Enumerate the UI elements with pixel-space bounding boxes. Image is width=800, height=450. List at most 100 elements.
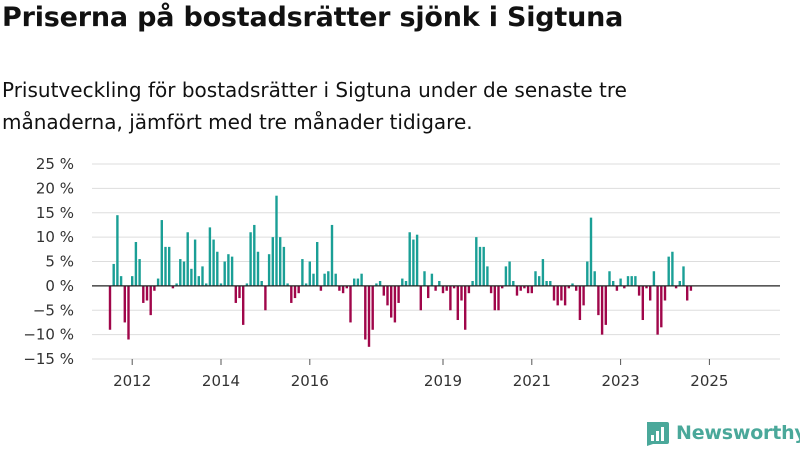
bar bbox=[397, 285, 400, 303]
bar bbox=[327, 271, 330, 286]
bar bbox=[641, 285, 644, 321]
bar bbox=[212, 239, 215, 286]
y-tick-label: 0 % bbox=[45, 277, 74, 295]
bar bbox=[179, 259, 182, 286]
bar bbox=[578, 285, 582, 321]
bar bbox=[597, 285, 600, 316]
bar bbox=[438, 281, 441, 286]
page-title: Priserna på bostadsrätter sjönk i Sigtun… bbox=[2, 2, 624, 33]
bar bbox=[475, 237, 478, 286]
bar bbox=[230, 256, 234, 286]
bar bbox=[471, 281, 474, 286]
bar bbox=[504, 266, 508, 286]
bar bbox=[364, 285, 367, 340]
bar bbox=[552, 285, 556, 301]
bar bbox=[493, 285, 496, 311]
bar bbox=[619, 278, 622, 286]
bar bbox=[626, 276, 630, 286]
bar bbox=[612, 281, 615, 286]
x-tick-label: 2021 bbox=[513, 372, 551, 390]
bar bbox=[264, 285, 267, 311]
bar bbox=[575, 285, 578, 291]
bar bbox=[401, 278, 404, 286]
bar bbox=[253, 224, 256, 286]
bar bbox=[508, 261, 511, 286]
bar bbox=[341, 285, 345, 294]
bar bbox=[301, 259, 304, 286]
page-subtitle: Prisutveckling för bostadsrätter i Sigtu… bbox=[2, 78, 627, 134]
bar bbox=[634, 276, 637, 286]
bar bbox=[512, 281, 515, 286]
bar bbox=[238, 285, 241, 299]
bar bbox=[445, 285, 448, 291]
bar bbox=[138, 259, 141, 286]
bar bbox=[282, 246, 286, 286]
bar bbox=[393, 285, 397, 323]
bar bbox=[686, 285, 689, 301]
bar bbox=[541, 259, 545, 286]
bar bbox=[316, 242, 319, 286]
bar bbox=[242, 285, 245, 325]
bar bbox=[123, 285, 126, 323]
bar bbox=[530, 285, 533, 294]
bar bbox=[193, 239, 197, 286]
bar bbox=[205, 283, 208, 286]
bar bbox=[108, 285, 112, 330]
bar bbox=[390, 285, 393, 318]
bar bbox=[286, 283, 289, 286]
bar bbox=[486, 266, 489, 286]
bar bbox=[319, 285, 323, 291]
bar bbox=[519, 285, 522, 291]
bar bbox=[434, 285, 437, 291]
bar bbox=[660, 285, 663, 328]
bar bbox=[545, 281, 548, 286]
bar bbox=[567, 285, 570, 289]
bar bbox=[674, 285, 678, 289]
bar bbox=[279, 237, 282, 286]
x-tick-label: 2014 bbox=[202, 372, 240, 390]
x-tick-label: 2019 bbox=[424, 372, 462, 390]
bar bbox=[349, 285, 352, 323]
x-tick-label: 2025 bbox=[690, 372, 728, 390]
bar bbox=[234, 285, 237, 303]
value-annotation: −1 % bbox=[719, 0, 757, 4]
y-tick-label: 25 % bbox=[36, 155, 74, 173]
bar bbox=[526, 285, 530, 294]
bar bbox=[563, 285, 567, 306]
bar bbox=[456, 285, 459, 321]
bar bbox=[378, 281, 382, 286]
bar bbox=[452, 285, 456, 289]
bar bbox=[175, 283, 178, 286]
bar bbox=[489, 285, 493, 294]
bar bbox=[649, 285, 652, 301]
bar bbox=[190, 268, 193, 286]
x-tick-label: 2023 bbox=[602, 372, 640, 390]
brand-name: Newsworthy bbox=[676, 422, 800, 444]
bar bbox=[678, 281, 681, 286]
bar bbox=[338, 285, 341, 291]
bar bbox=[216, 251, 219, 286]
bar bbox=[153, 285, 156, 291]
bar bbox=[656, 285, 659, 335]
y-tick-label: 15 % bbox=[36, 204, 74, 222]
bar bbox=[219, 283, 223, 286]
bar bbox=[171, 285, 175, 289]
bar bbox=[367, 285, 371, 347]
y-tick-label: 20 % bbox=[36, 179, 74, 197]
x-tick-label: 2012 bbox=[113, 372, 151, 390]
bar bbox=[142, 285, 145, 303]
y-tick-label: −15 % bbox=[23, 350, 74, 368]
x-tick-label: 2016 bbox=[291, 372, 329, 390]
bar bbox=[478, 246, 482, 286]
bar bbox=[260, 281, 263, 286]
bar bbox=[375, 283, 378, 286]
bar bbox=[652, 271, 656, 286]
y-tick-label: −5 % bbox=[33, 301, 74, 319]
bar bbox=[593, 271, 596, 286]
bar bbox=[501, 285, 504, 289]
bar bbox=[549, 281, 552, 286]
bar bbox=[256, 251, 260, 286]
bar bbox=[182, 261, 186, 286]
bar bbox=[667, 256, 670, 286]
bar bbox=[604, 285, 607, 325]
